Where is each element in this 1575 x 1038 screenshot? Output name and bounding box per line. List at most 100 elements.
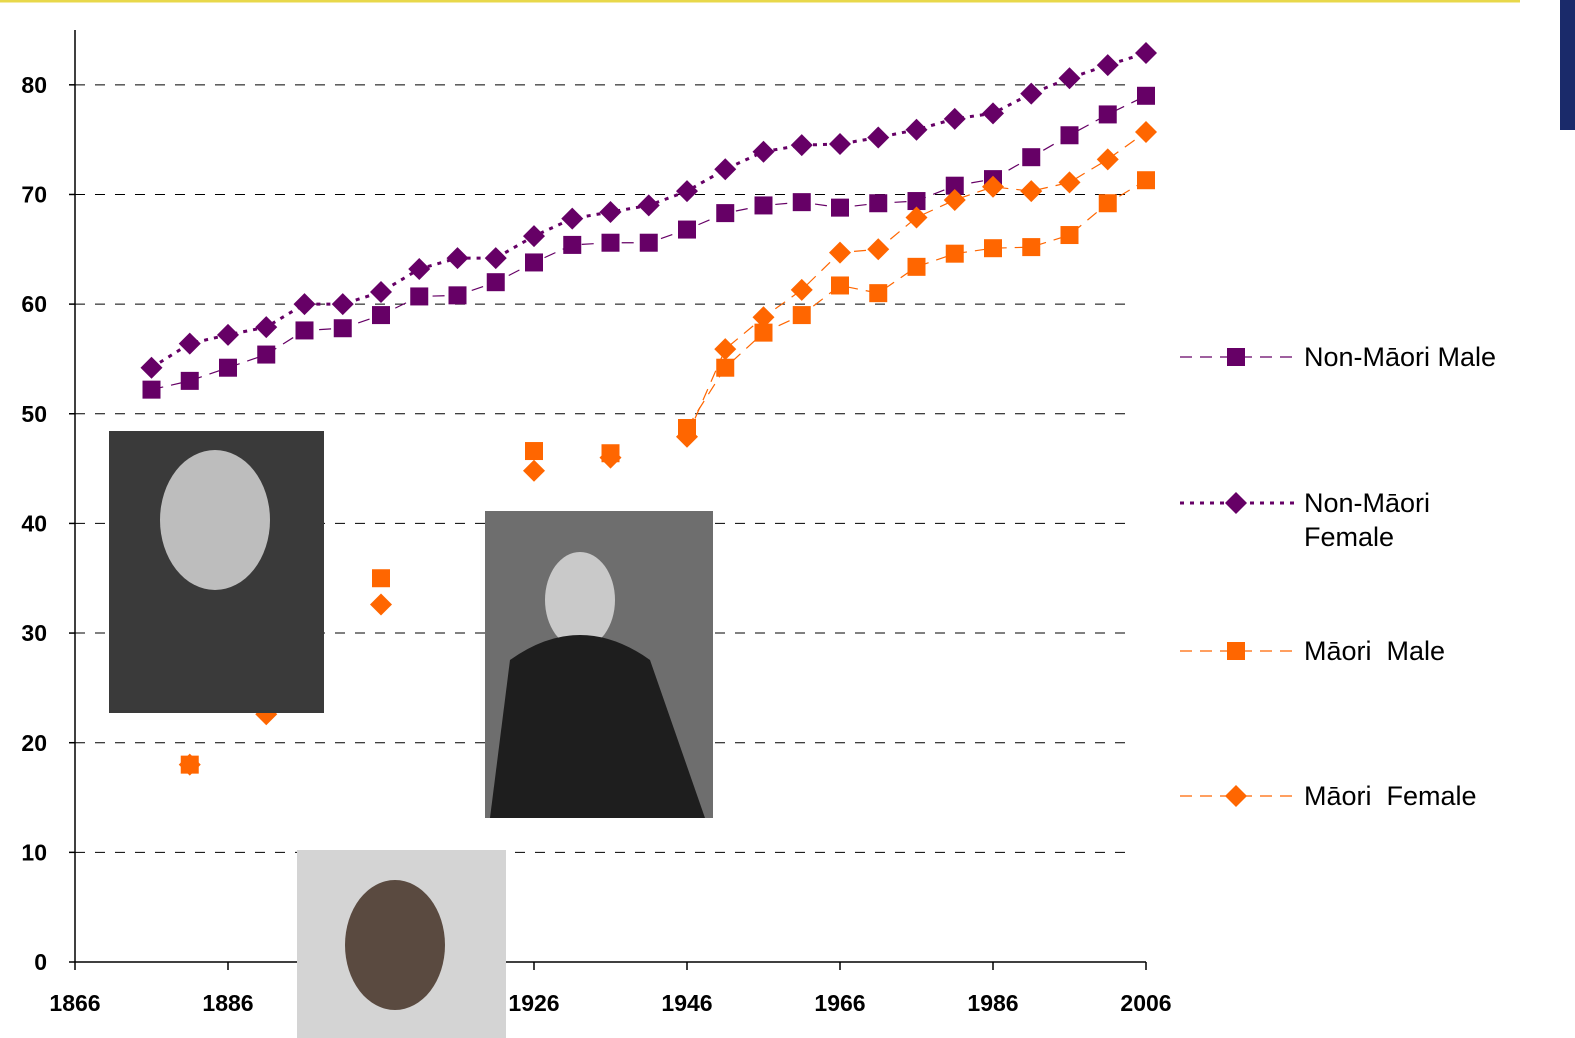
marker: [561, 207, 584, 230]
y-tick-label: 0: [34, 949, 47, 975]
marker: [525, 442, 543, 461]
marker: [869, 194, 888, 213]
marker: [1020, 180, 1043, 203]
marker: [829, 241, 851, 264]
marker: [1096, 54, 1119, 77]
marker: [831, 276, 849, 295]
marker: [1135, 42, 1157, 65]
portrait-face: [345, 880, 445, 1010]
marker: [829, 133, 851, 156]
x-tick-label: 1886: [202, 990, 253, 1016]
x-tick-label: 1946: [661, 990, 712, 1016]
marker: [563, 235, 582, 254]
x-tick-label: 1866: [49, 990, 100, 1016]
marker: [142, 380, 161, 399]
marker: [1098, 194, 1117, 213]
marker: [523, 459, 545, 482]
marker: [639, 233, 658, 252]
marker: [217, 323, 239, 346]
legend-marker: [1225, 785, 1247, 807]
marker: [982, 175, 1004, 198]
series-line: [686, 131, 1147, 438]
marker: [714, 338, 737, 361]
marker: [982, 102, 1004, 125]
legend-label: Non-Māori Male: [1304, 342, 1497, 372]
marker: [867, 126, 890, 149]
marker: [1135, 120, 1157, 143]
marker: [1137, 86, 1155, 105]
portrait-body: [490, 635, 705, 818]
marker: [867, 238, 890, 261]
marker: [140, 356, 163, 379]
marker: [331, 293, 354, 316]
marker: [790, 134, 813, 157]
marker: [255, 316, 278, 339]
marker: [219, 358, 237, 377]
marker: [599, 201, 622, 224]
photos: [109, 431, 713, 1038]
marker: [408, 258, 431, 281]
marker: [943, 107, 966, 130]
y-tick-label: 60: [21, 291, 47, 317]
marker: [945, 176, 964, 195]
marker: [1060, 226, 1079, 245]
marker: [676, 425, 698, 448]
marker: [293, 293, 316, 316]
marker: [716, 358, 735, 377]
marker: [295, 321, 314, 340]
marker: [370, 281, 392, 304]
marker: [752, 140, 775, 163]
marker: [372, 569, 390, 588]
marker: [372, 306, 390, 325]
marker: [907, 257, 926, 276]
marker: [484, 247, 507, 270]
marker: [178, 332, 201, 355]
x-tick-label: 1926: [508, 990, 559, 1016]
marker: [525, 253, 543, 272]
marker: [178, 753, 201, 776]
marker: [678, 220, 696, 239]
y-tick-label: 40: [21, 510, 47, 536]
marker: [1020, 82, 1043, 105]
marker: [716, 204, 735, 223]
x-tick-label: 1986: [967, 990, 1018, 1016]
marker: [1137, 171, 1155, 190]
marker: [714, 158, 737, 181]
marker: [599, 446, 622, 469]
marker: [831, 198, 849, 217]
marker: [446, 247, 469, 270]
marker: [790, 278, 813, 301]
marker: [257, 345, 276, 364]
y-tick-label: 70: [21, 182, 47, 208]
x-tick-label: 1966: [814, 990, 865, 1016]
marker: [523, 225, 545, 248]
legend-marker: [1227, 642, 1245, 660]
marker: [486, 273, 505, 292]
marker: [1096, 148, 1119, 171]
marker: [410, 287, 429, 306]
x-tick-label: 2006: [1120, 990, 1171, 1016]
legend-label: Māori Male: [1304, 636, 1446, 666]
marker: [1022, 238, 1041, 257]
marker: [1058, 67, 1081, 90]
marker: [1060, 126, 1079, 145]
y-tick-label: 10: [21, 839, 47, 865]
marker: [752, 306, 775, 329]
marker: [754, 323, 773, 342]
marker: [180, 371, 199, 390]
y-tick-label: 30: [21, 620, 47, 646]
marker: [448, 286, 467, 305]
marker: [984, 239, 1002, 258]
marker: [1058, 171, 1081, 194]
marker: [333, 319, 352, 338]
legend-label: Māori Female: [1304, 781, 1477, 811]
marker: [905, 206, 928, 229]
marker: [792, 193, 811, 212]
marker: [676, 180, 698, 203]
marker: [943, 188, 966, 211]
portrait-face: [160, 450, 270, 590]
marker: [601, 233, 620, 252]
edge-decoration: [1560, 0, 1575, 130]
